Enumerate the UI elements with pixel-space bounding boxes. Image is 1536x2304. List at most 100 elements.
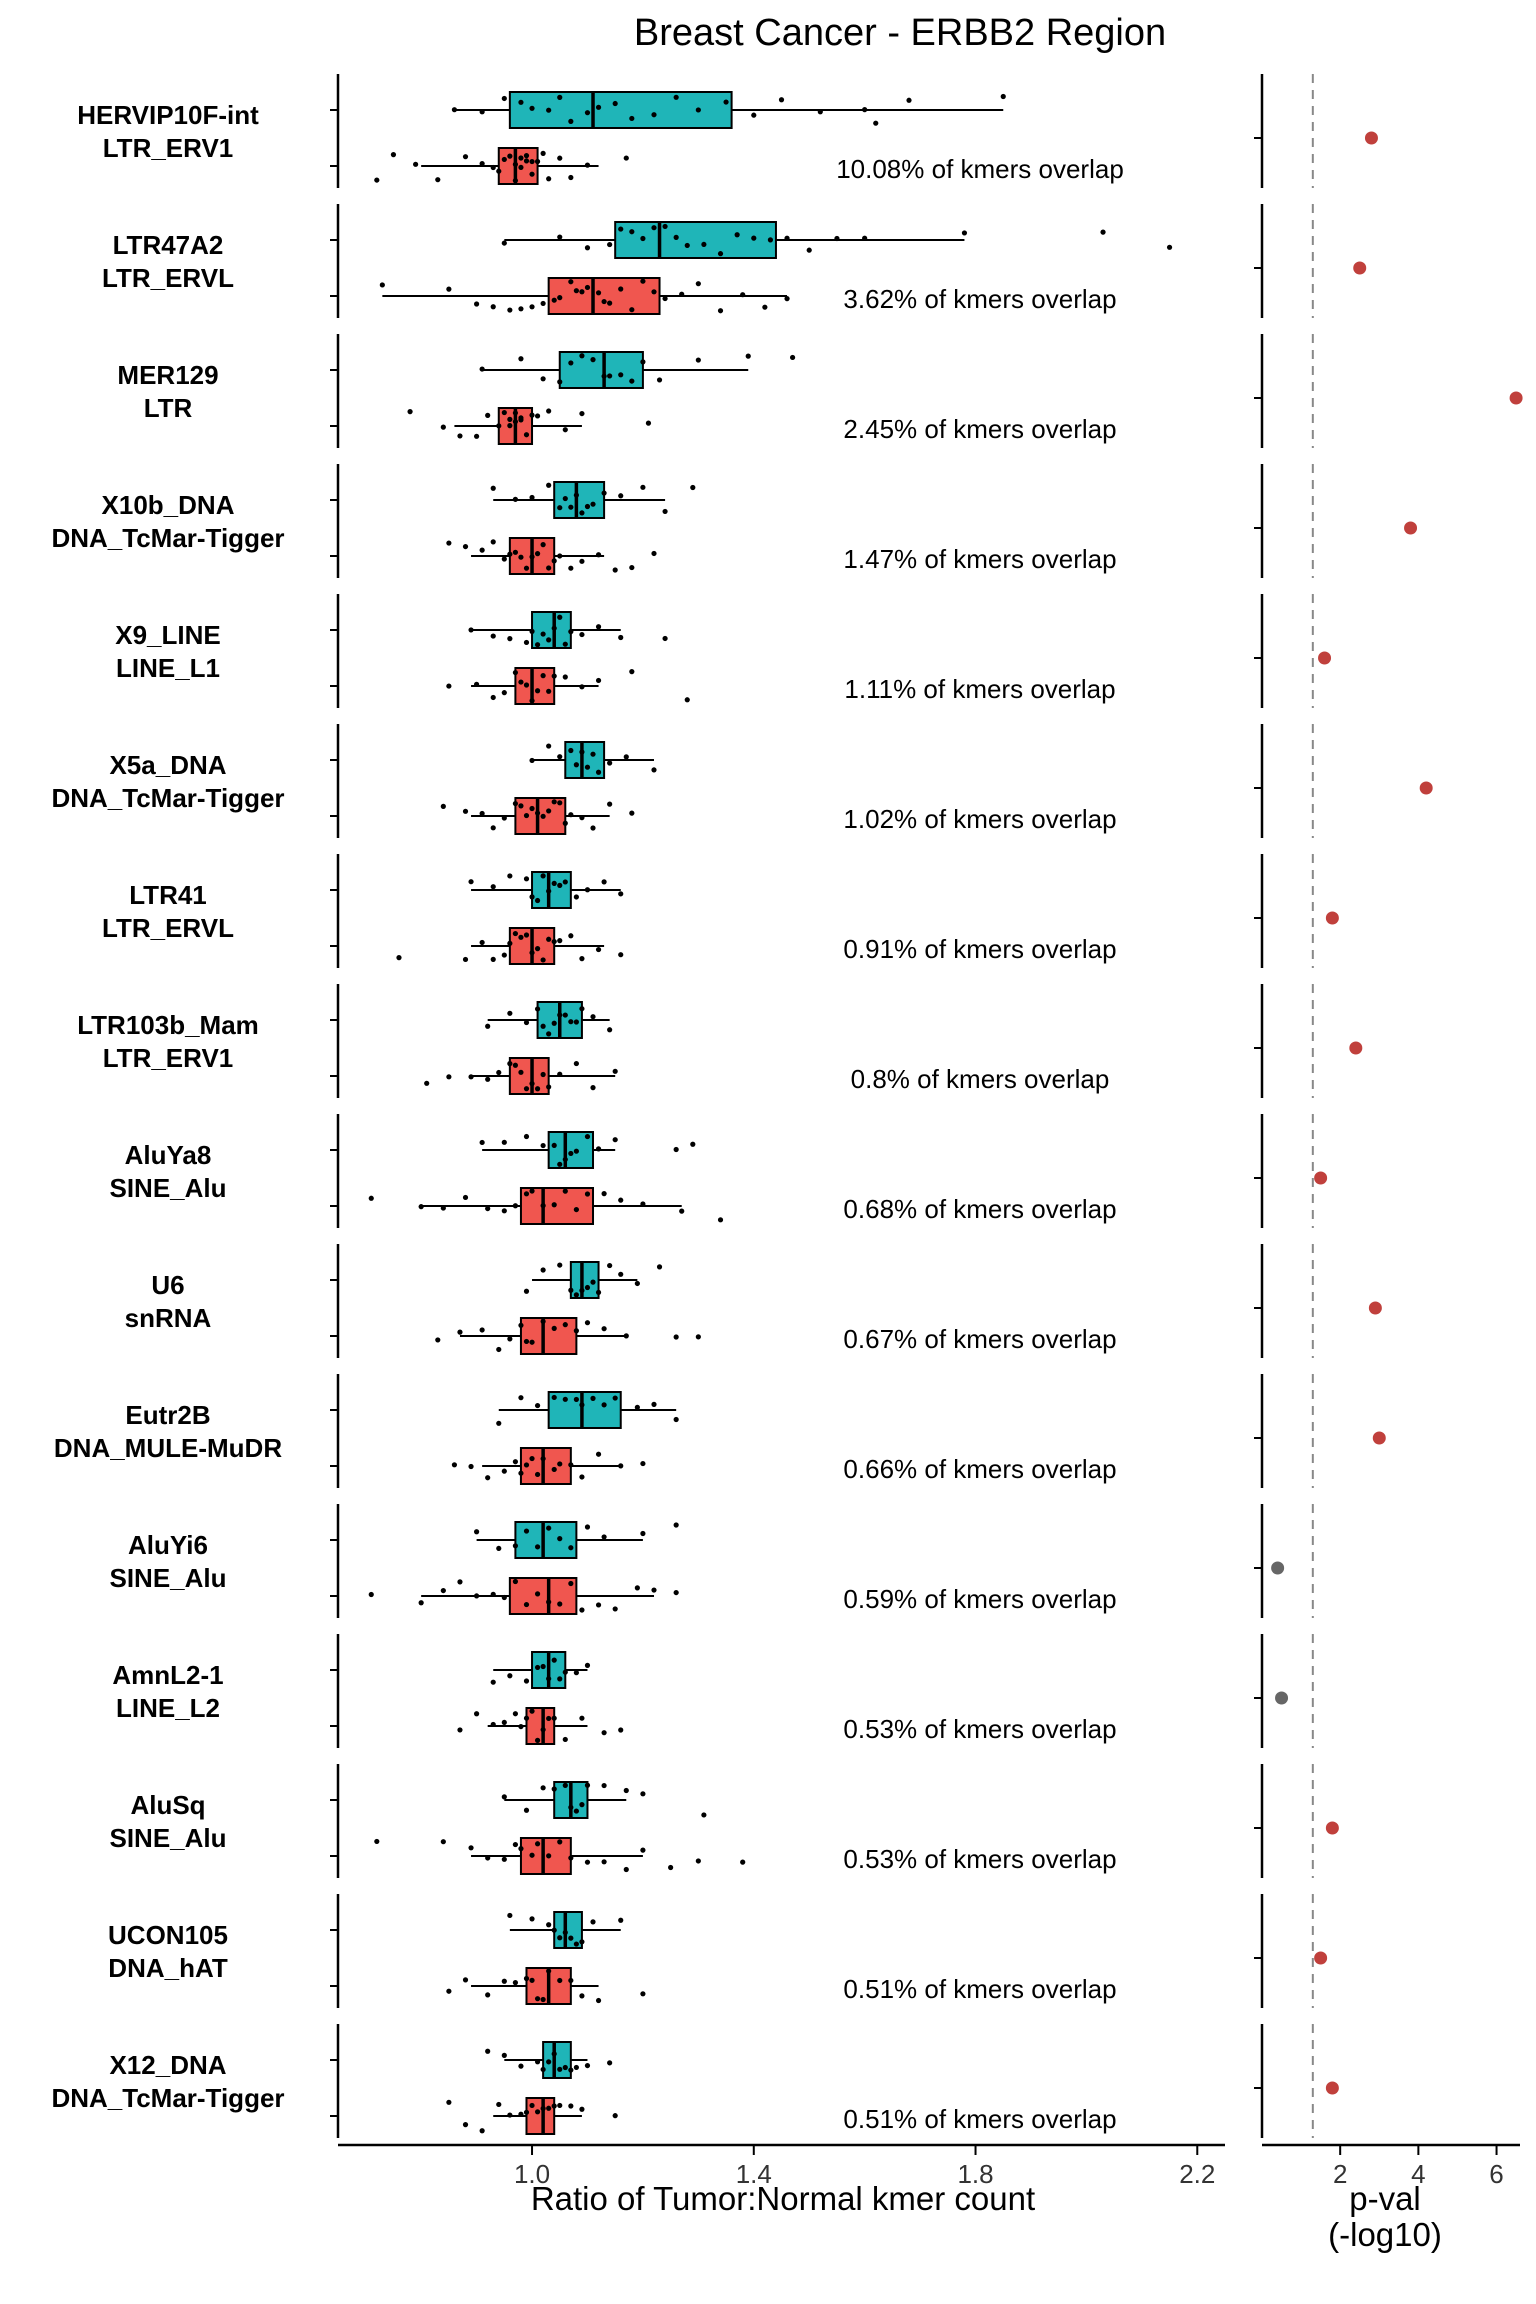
group-family-label: LTR_ERV1	[103, 133, 234, 163]
red-series-point	[518, 164, 524, 171]
red-series-point	[462, 956, 469, 963]
red-series-point	[579, 1715, 585, 1721]
red-series-point	[490, 694, 496, 701]
teal-series-point	[640, 235, 646, 242]
group-family-label: snRNA	[125, 1303, 212, 1333]
teal-series-point	[595, 769, 602, 775]
teal-series-point	[557, 234, 563, 240]
red-series-point	[512, 161, 519, 167]
red-series-point	[623, 155, 629, 161]
red-series-point	[518, 803, 524, 809]
red-series-point	[640, 1991, 646, 1997]
teal-series-point	[618, 634, 624, 641]
red-series-point	[529, 158, 535, 165]
red-series-point	[501, 1856, 507, 1862]
red-series-point	[457, 1579, 463, 1585]
teal-series-point	[507, 636, 513, 642]
red-series-point	[512, 419, 519, 425]
teal-series-point	[862, 107, 868, 113]
red-series-point	[418, 1600, 424, 1606]
red-series-box	[508, 1577, 578, 1615]
red-series-point	[435, 1337, 441, 1343]
red-series-point	[518, 417, 524, 423]
teal-series-point	[579, 1402, 585, 1408]
teal-series-point	[496, 1420, 502, 1426]
teal-series-point	[590, 501, 596, 507]
teal-series-point	[623, 754, 629, 760]
teal-series-point	[534, 1664, 541, 1671]
red-series-point	[518, 1322, 524, 1328]
red-series-point	[546, 936, 552, 942]
red-series-point	[518, 2111, 524, 2117]
red-series-point	[579, 289, 585, 295]
red-series-point	[512, 669, 519, 676]
red-series-box	[497, 147, 539, 185]
group-name-label: LTR41	[129, 880, 207, 910]
red-series-point	[490, 304, 496, 310]
red-series-point	[462, 154, 469, 160]
red-series-point	[612, 2113, 618, 2119]
group-family-label: LTR_ERV1	[103, 1043, 234, 1073]
red-series-point	[595, 1451, 602, 1457]
teal-series-point	[468, 879, 474, 885]
red-series-box	[519, 1317, 578, 1355]
red-series-point	[523, 812, 530, 819]
teal-series-point	[551, 1927, 557, 1933]
teal-series-point	[607, 373, 613, 379]
red-series-point	[557, 155, 563, 161]
red-series-point	[496, 168, 502, 174]
teal-series-point	[662, 635, 668, 642]
teal-series-point	[1100, 229, 1106, 235]
group-name-label: AluSq	[130, 1790, 205, 1820]
teal-series-point	[557, 1262, 563, 1268]
teal-series-point	[789, 354, 796, 361]
teal-series-point	[573, 1292, 579, 1298]
teal-series-point	[468, 627, 474, 633]
pval-axis-label-line: p-val	[1349, 2180, 1421, 2217]
red-series-point	[717, 308, 724, 314]
x-tick-label: 1.8	[957, 2159, 993, 2189]
group-name-label: LTR103b_Mam	[77, 1010, 259, 1040]
teal-series-point	[601, 879, 607, 885]
red-series-point	[518, 1723, 524, 1730]
red-series-point	[485, 1475, 491, 1481]
teal-series-point	[479, 366, 485, 372]
teal-series-point	[546, 1031, 552, 1037]
group-family-label: LTR	[144, 393, 193, 423]
group-family-label: LINE_L2	[116, 1693, 220, 1723]
teal-series-point	[551, 2051, 557, 2057]
red-series-point	[540, 957, 546, 963]
teal-series-point	[518, 1395, 524, 1401]
teal-series-point	[573, 1941, 579, 1947]
red-series-point	[579, 2106, 585, 2112]
group-family-label: SINE_Alu	[109, 1563, 226, 1593]
teal-series-point	[557, 505, 563, 511]
red-series-point	[618, 286, 624, 292]
pval-point	[1368, 1301, 1382, 1315]
teal-series-point	[601, 490, 607, 496]
red-series-point	[529, 412, 535, 418]
red-series-point	[446, 1074, 452, 1080]
pval-point	[1372, 1431, 1386, 1445]
teal-series-point	[490, 485, 496, 491]
red-series-point	[579, 956, 585, 962]
teal-series-point	[573, 762, 579, 768]
red-series-point	[479, 810, 485, 817]
teal-series-point	[568, 747, 574, 754]
red-series-point	[518, 1846, 524, 1852]
red-series-point	[762, 304, 768, 310]
teal-series-point	[573, 1396, 579, 1403]
red-series-point	[529, 171, 535, 177]
red-series-point	[540, 150, 546, 156]
teal-series-point	[557, 614, 563, 620]
red-series-point	[557, 553, 563, 559]
red-series-point	[640, 1201, 646, 1207]
red-series-point	[551, 2103, 557, 2109]
group-name-label: LTR47A2	[113, 230, 224, 260]
red-series-point	[501, 690, 507, 696]
red-series-point	[451, 1462, 458, 1468]
teal-series-point	[562, 1929, 568, 1936]
red-series-point	[485, 1076, 491, 1082]
teal-series-point	[651, 112, 657, 118]
red-series-point	[546, 808, 552, 814]
